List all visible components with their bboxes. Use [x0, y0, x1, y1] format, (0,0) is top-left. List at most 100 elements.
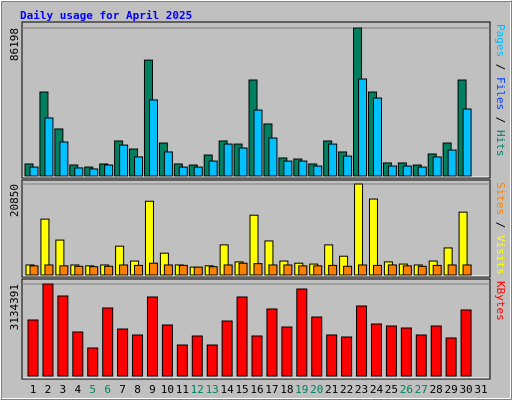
bar: [146, 296, 158, 377]
bar: [462, 108, 472, 177]
x-tick-label: 2: [45, 383, 52, 396]
x-tick-label: 21: [325, 383, 338, 396]
bar: [354, 183, 364, 276]
legend: Pages / Files / Hits: [494, 24, 507, 157]
legend-separator: /: [494, 110, 507, 130]
x-tick-label: 27: [415, 383, 428, 396]
bar: [358, 264, 368, 276]
x-tick-label: 11: [176, 383, 189, 396]
bar: [134, 264, 144, 276]
bar: [44, 264, 54, 276]
x-tick-label: 25: [385, 383, 398, 396]
x-tick-label: 28: [430, 383, 443, 396]
bar: [253, 109, 263, 177]
x-tick-label: 24: [370, 383, 384, 396]
bar: [281, 326, 293, 377]
bar: [163, 151, 173, 177]
bar: [341, 336, 353, 377]
bar: [102, 307, 114, 377]
bar: [266, 308, 278, 377]
bar: [462, 264, 472, 276]
bar: [191, 335, 203, 377]
bar: [417, 265, 427, 276]
bar: [178, 264, 188, 276]
x-tick-label: 19: [295, 383, 308, 396]
bar: [42, 283, 54, 377]
y-tick-label: 3134391: [8, 284, 21, 330]
legend-separator: /: [494, 215, 507, 235]
bar: [208, 266, 218, 276]
x-tick-label: 7: [119, 383, 126, 396]
bar: [223, 264, 233, 276]
bar: [193, 166, 203, 177]
bar: [296, 288, 308, 377]
x-tick-label: 20: [310, 383, 323, 396]
legend-entry: Pages: [494, 24, 507, 57]
bar: [445, 337, 457, 377]
bar: [163, 264, 173, 276]
bar: [372, 264, 382, 276]
legend-entry: KBytes: [494, 281, 507, 321]
x-tick-label: 23: [355, 383, 368, 396]
legend-separator: /: [494, 57, 507, 77]
bar: [238, 147, 248, 177]
x-tick-label: 13: [206, 383, 219, 396]
bar: [59, 265, 69, 276]
bar: [430, 325, 442, 377]
legend: KBytes: [494, 281, 507, 321]
x-tick-label: 29: [445, 383, 458, 396]
bar: [283, 160, 293, 177]
legend-entry: Visits: [494, 235, 507, 275]
bar: [417, 166, 427, 177]
bar: [89, 266, 99, 276]
x-tick-label: 14: [221, 383, 235, 396]
bar: [59, 141, 69, 177]
bar: [178, 166, 188, 177]
x-tick-label: 6: [104, 383, 111, 396]
bar: [119, 264, 129, 276]
x-tick-label: 5: [89, 383, 96, 396]
x-tick-label: 31: [474, 383, 487, 396]
bar: [358, 78, 368, 177]
bar: [460, 309, 472, 377]
bar: [268, 264, 278, 276]
bar: [343, 265, 353, 276]
bar: [161, 324, 173, 377]
bar: [368, 198, 378, 276]
bar: [29, 166, 39, 177]
bar: [29, 265, 39, 276]
bar: [148, 262, 158, 276]
bar: [432, 264, 442, 276]
x-tick-label: 18: [280, 383, 293, 396]
bar: [356, 305, 368, 377]
bar: [253, 263, 263, 276]
bar: [402, 265, 412, 276]
bar: [372, 97, 382, 177]
x-tick-label: 10: [161, 383, 174, 396]
x-tick-label: 4: [74, 383, 81, 396]
bar: [238, 262, 248, 276]
bar: [57, 295, 69, 377]
legend-entry: Sites: [494, 182, 507, 215]
bar: [206, 344, 218, 377]
bar: [283, 264, 293, 276]
bar: [27, 319, 39, 377]
bar: [87, 347, 99, 377]
legend-entry: Files: [494, 77, 507, 110]
bar: [298, 160, 308, 177]
bar: [313, 265, 323, 276]
bar: [343, 155, 353, 177]
y-tick-label: 86198: [8, 28, 21, 61]
bar: [400, 327, 412, 377]
y-tick-label: 20850: [8, 184, 21, 217]
x-tick-label: 17: [265, 383, 278, 396]
bar: [328, 264, 338, 276]
bar: [117, 328, 129, 377]
bar: [402, 165, 412, 177]
bar: [313, 165, 323, 177]
bar: [387, 264, 397, 276]
bar: [208, 160, 218, 177]
bar: [74, 265, 84, 276]
bar: [447, 264, 457, 276]
